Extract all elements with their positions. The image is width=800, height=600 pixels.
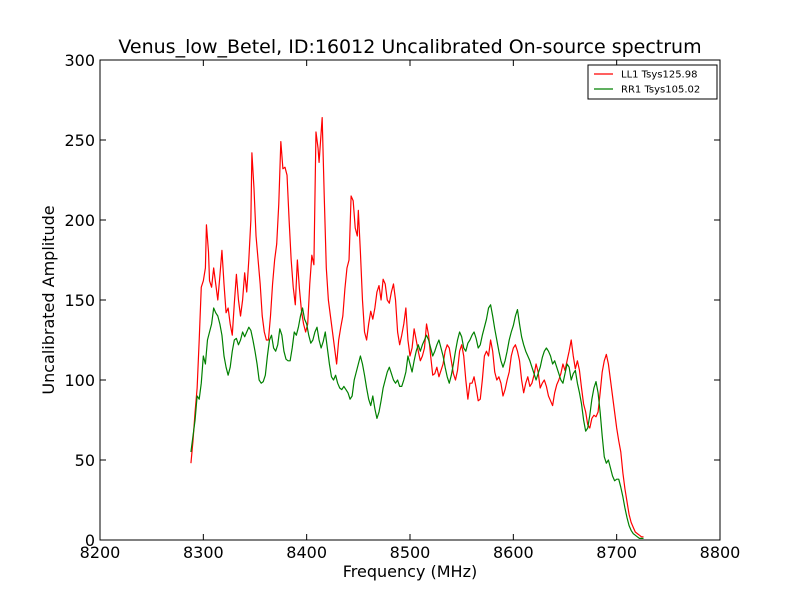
y-tick-label: 100 (64, 371, 95, 390)
y-tick-label: 250 (64, 131, 95, 150)
series-line-0 (190, 117, 644, 538)
legend-label-rr1: RR1 Tsys105.02 (621, 85, 700, 96)
chart-title: Venus_low_Betel, ID:16012 Uncalibrated O… (118, 36, 701, 58)
x-tick-label: 8600 (493, 543, 534, 562)
x-tick-label: 8400 (286, 543, 327, 562)
legend-label-ll1: LL1 Tsys125.98 (621, 70, 697, 81)
y-tick-label: 200 (64, 211, 95, 230)
series-layer (190, 117, 644, 539)
legend: LL1 Tsys125.98 RR1 Tsys105.02 (587, 64, 718, 100)
x-tick-label: 8700 (596, 543, 637, 562)
x-tick-label: 8500 (390, 543, 431, 562)
x-tick-label: 8300 (183, 543, 224, 562)
x-tick-label: 8200 (80, 543, 121, 562)
y-tick-label: 150 (64, 291, 95, 310)
plot-frame (99, 59, 721, 541)
y-tick-label: 50 (75, 451, 95, 470)
y-axis-label: Uncalibrated Amplitude (39, 205, 58, 394)
x-tick-label: 8800 (700, 543, 741, 562)
y-tick-label: 300 (64, 51, 95, 70)
legend-box (587, 64, 718, 100)
y-tick-label: 0 (85, 531, 95, 550)
x-axis-label: Frequency (MHz) (343, 562, 477, 581)
series-line-1 (190, 304, 644, 539)
ticks-layer: 8200 8300 8400 8500 8600 8700 8800 0 50 100 150 200… (64, 51, 740, 562)
